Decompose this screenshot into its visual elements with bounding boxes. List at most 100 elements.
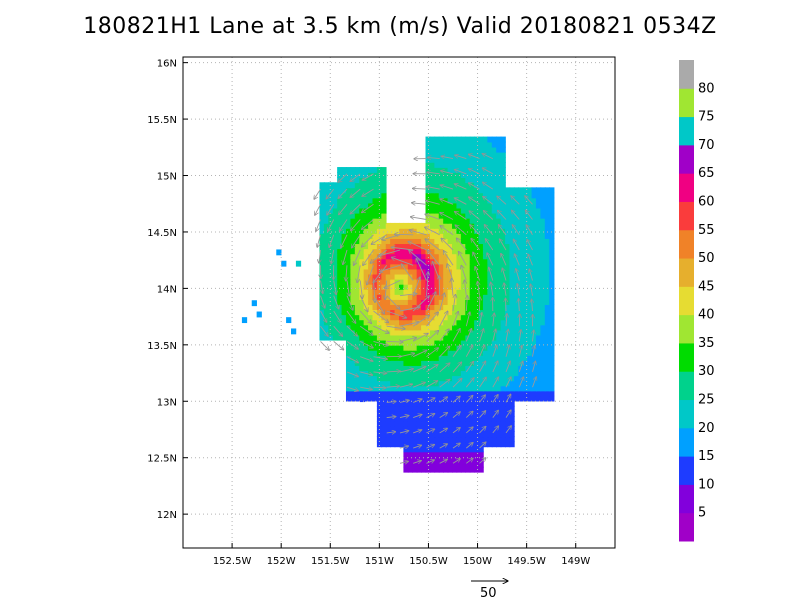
field-cell — [505, 197, 511, 204]
field-cell — [469, 415, 475, 422]
field-cell — [500, 380, 506, 387]
field-cell — [407, 319, 414, 326]
field-cell — [381, 349, 387, 356]
field-cell — [337, 222, 343, 229]
field-cell — [368, 283, 374, 290]
field-cell — [460, 288, 467, 295]
field-cell — [478, 385, 484, 392]
field-cell — [496, 324, 502, 331]
field-cell — [540, 380, 546, 387]
wind-vector — [326, 188, 335, 199]
field-cell — [474, 182, 480, 189]
field-cell — [509, 319, 515, 326]
field-cell — [359, 380, 365, 387]
field-cell — [394, 380, 400, 387]
field-cell — [482, 146, 489, 153]
field-cell — [540, 324, 546, 331]
field-cell — [381, 436, 387, 443]
field-cell — [460, 233, 467, 239]
field-cell — [456, 146, 462, 153]
field-cell — [438, 309, 444, 316]
field-cell — [513, 233, 520, 239]
field-cell — [491, 375, 497, 382]
field-cell — [452, 314, 458, 321]
field-cell — [518, 349, 524, 356]
field-cell — [350, 212, 356, 219]
field-cell — [522, 263, 528, 270]
field-cell — [323, 222, 330, 229]
wind-vector — [456, 238, 467, 251]
field-cell — [416, 375, 422, 382]
field-cell — [540, 258, 546, 265]
field-cell — [452, 192, 458, 199]
wind-vector — [468, 154, 480, 160]
field-cell — [354, 288, 361, 295]
field-cell — [452, 156, 458, 163]
field-cell — [447, 466, 453, 473]
field-cell — [403, 273, 409, 280]
field-cell — [434, 375, 440, 382]
field-cell — [359, 187, 365, 194]
field-cell — [337, 294, 343, 300]
field-cell — [403, 299, 409, 305]
field-cell — [509, 360, 515, 366]
field-cell — [368, 212, 374, 219]
colorbar-label: 65 — [698, 166, 715, 181]
field-cell — [522, 273, 528, 280]
field-cell — [390, 222, 396, 229]
wind-vector — [320, 295, 326, 309]
field-cell — [434, 233, 440, 239]
field-cell — [527, 273, 533, 280]
field-cell — [460, 319, 467, 326]
field-cell — [399, 380, 405, 387]
field-cell — [478, 466, 484, 473]
field-cell — [460, 294, 467, 300]
y-tick-label: 12.5N — [147, 454, 177, 465]
field-cell — [465, 304, 471, 311]
field-cell — [412, 415, 418, 422]
field-cell — [531, 202, 537, 209]
field-cell — [434, 441, 440, 448]
wind-vector — [426, 312, 439, 327]
field-cell — [531, 354, 537, 361]
field-cell — [452, 233, 458, 239]
field-cell — [478, 197, 484, 204]
field-cell — [505, 238, 511, 245]
field-cell — [505, 415, 511, 422]
wind-vector — [410, 217, 427, 220]
field-cell — [416, 334, 422, 341]
field-cell — [368, 233, 374, 239]
field-cell — [474, 339, 480, 346]
field-cell — [332, 182, 338, 189]
field-cell — [549, 288, 555, 295]
field-cell — [403, 436, 409, 443]
field-cell — [474, 283, 480, 290]
field-cell — [354, 238, 361, 245]
field-cell — [460, 349, 467, 356]
field-cell — [323, 182, 330, 189]
field-cell — [465, 273, 471, 280]
field-cell — [452, 146, 458, 153]
field-cell — [500, 146, 506, 153]
wind-vector — [505, 361, 510, 373]
field-cell — [527, 365, 533, 372]
field-cell — [319, 319, 325, 326]
field-cell — [509, 344, 515, 351]
field-cell — [372, 324, 378, 331]
field-cell — [549, 319, 555, 326]
field-cell — [399, 233, 405, 239]
field-cell — [385, 400, 391, 407]
field-cell — [478, 426, 484, 432]
field-cell — [425, 207, 431, 214]
field-cell — [337, 243, 343, 250]
field-cell — [469, 263, 475, 270]
field-cell — [549, 390, 555, 397]
field-cell — [350, 167, 356, 173]
field-cell — [452, 436, 458, 443]
field-cell — [407, 222, 414, 229]
field-cell — [323, 202, 330, 209]
field-cell — [345, 253, 352, 260]
field-cell — [478, 187, 484, 194]
field-cell — [354, 263, 361, 270]
plot-frame — [182, 56, 616, 549]
